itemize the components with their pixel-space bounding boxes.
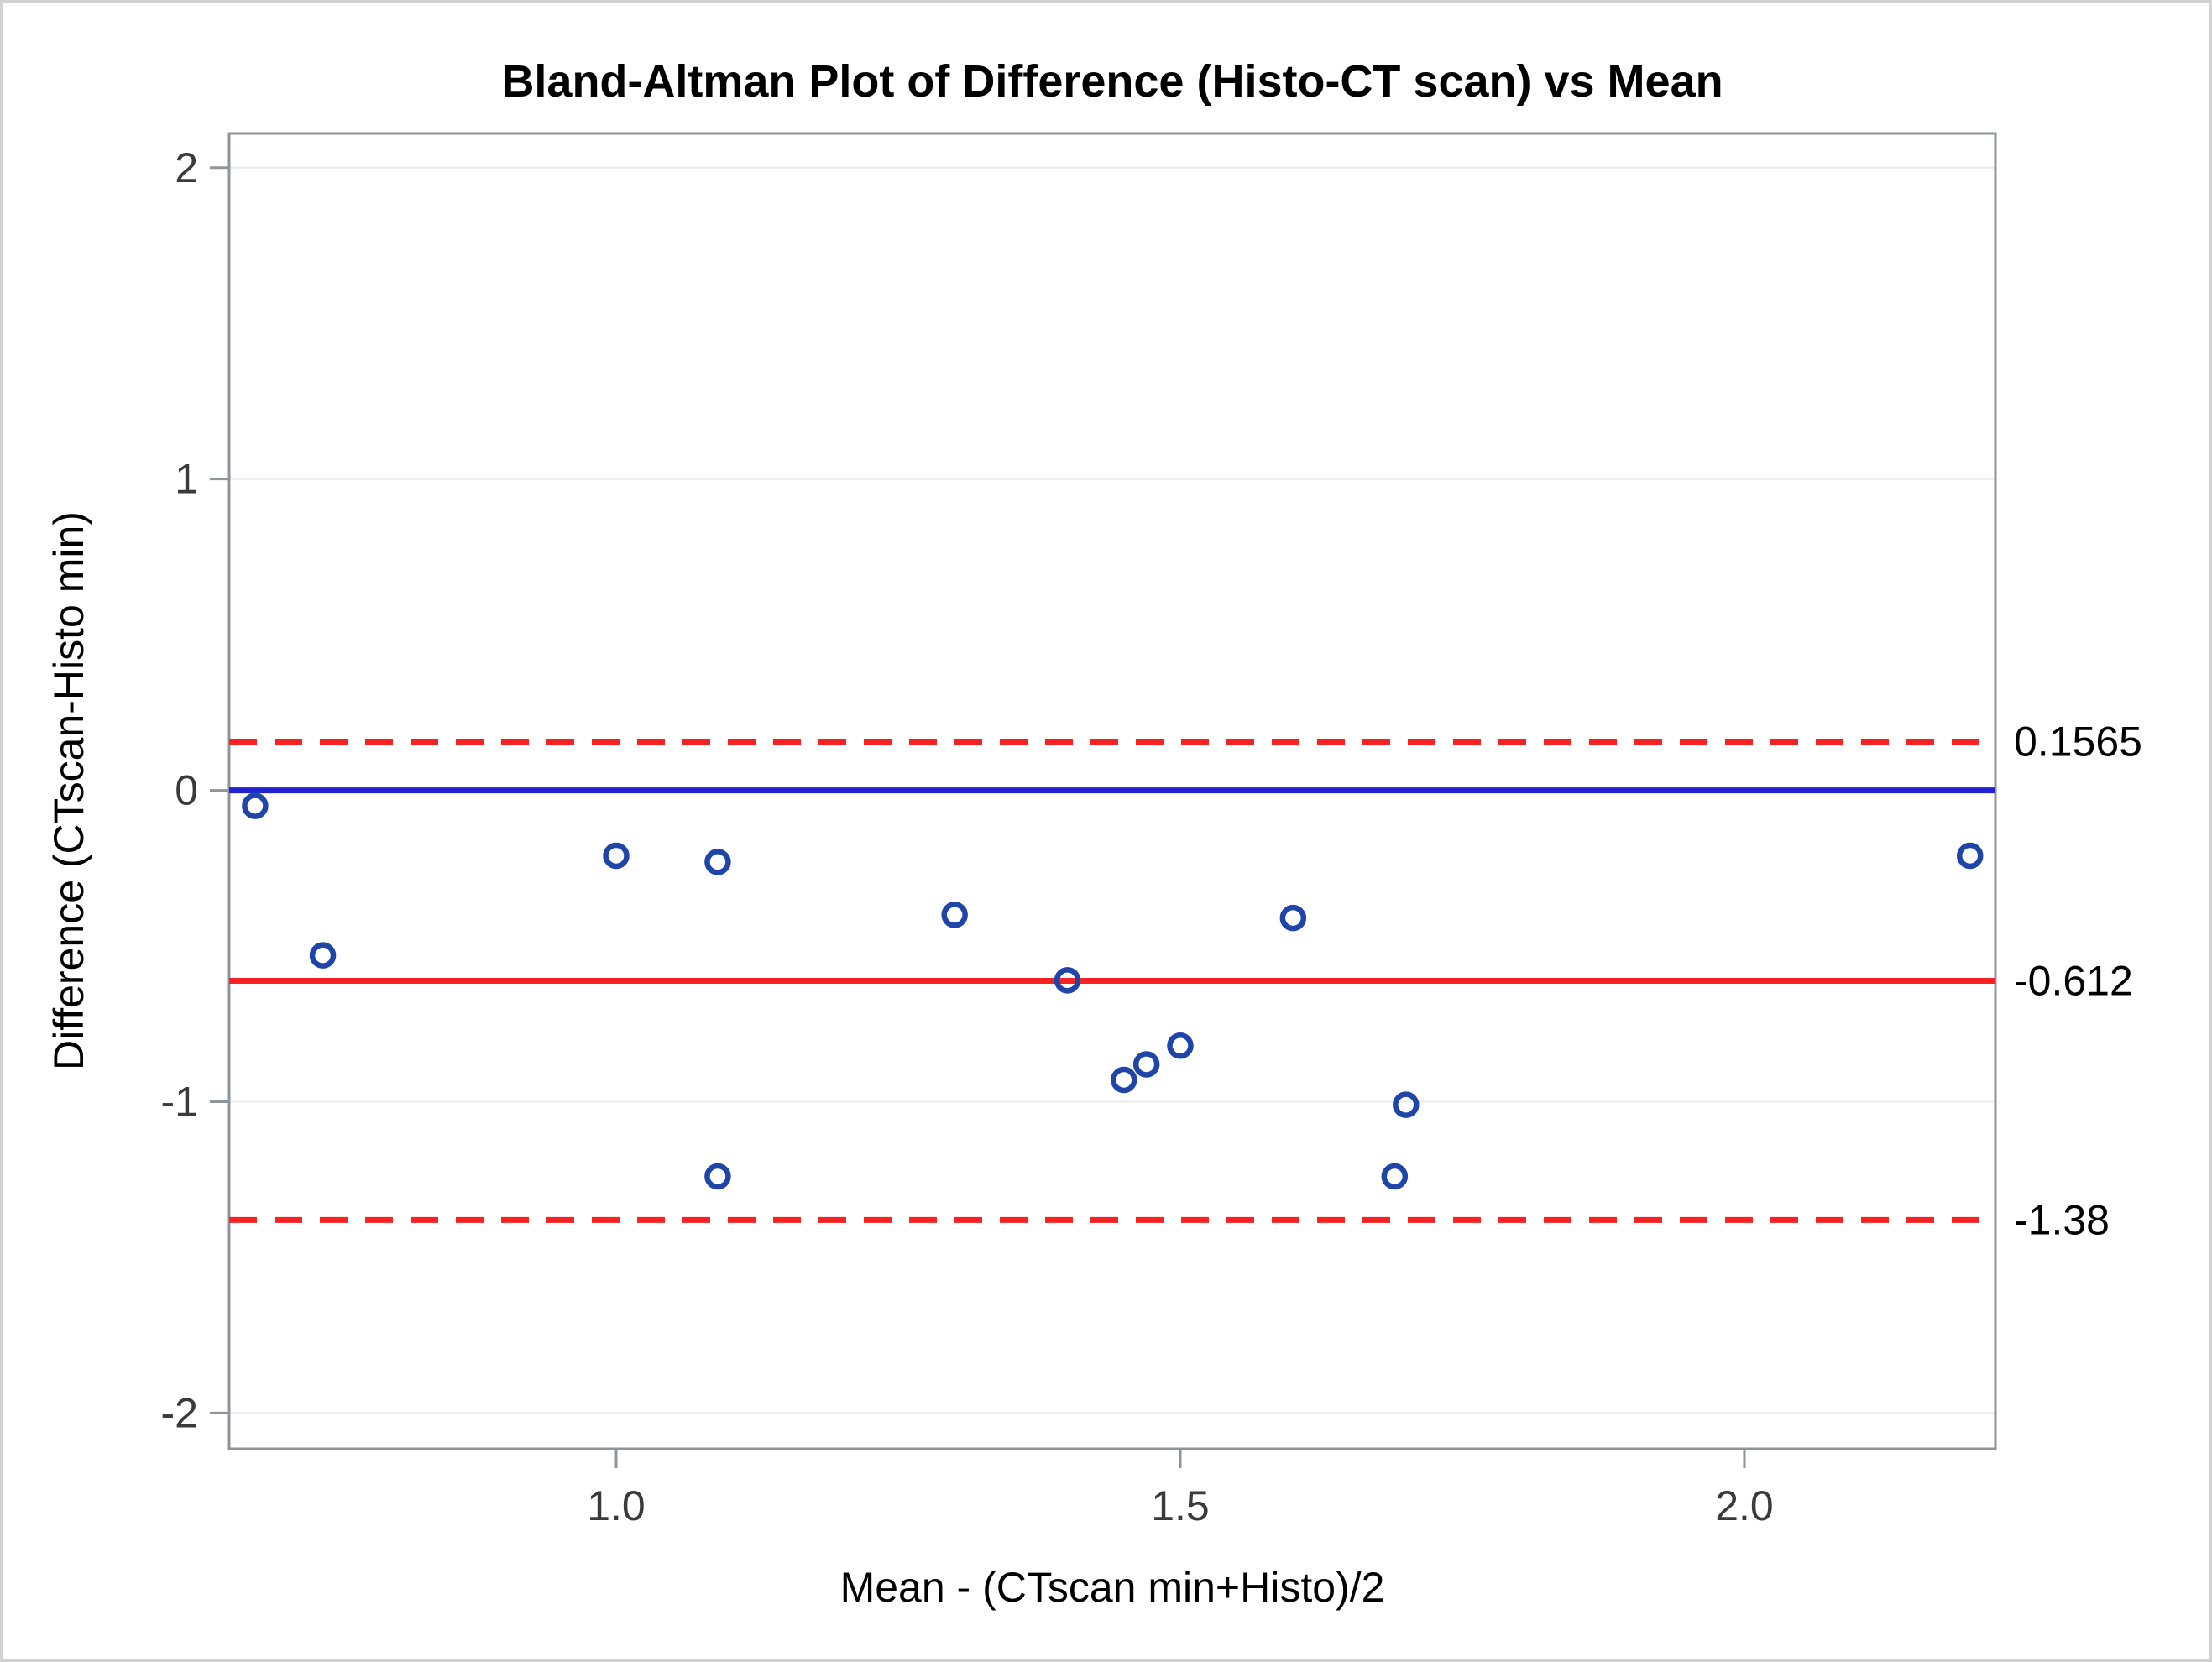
- x-tick-label: 1.5: [1151, 1482, 1210, 1529]
- data-point: [1381, 1163, 1409, 1190]
- data-point: [1132, 1051, 1160, 1078]
- mean-diff-line-label: -0.612: [2014, 958, 2133, 1005]
- data-point: [1279, 904, 1307, 932]
- chart-title: Bland-Altman Plot of Difference (Histo-C…: [501, 56, 1723, 107]
- y-tick-label: -2: [161, 1389, 198, 1436]
- lower-loa-line-label: -1.38: [2014, 1196, 2110, 1243]
- data-point: [704, 1163, 731, 1190]
- y-tick-label: -1: [161, 1078, 198, 1125]
- plot-canvas: -2 -1 0 1 2 1.0 1.5 2.0 0.1565 -0.612 -1.38: [161, 132, 2142, 1529]
- data-point: [1393, 1091, 1420, 1118]
- data-point: [603, 842, 630, 870]
- data-point: [941, 902, 968, 928]
- data-point: [704, 849, 731, 875]
- y-tick-label: 0: [175, 767, 198, 814]
- x-axis-title: Mean - (CTscan min+Histo)/2: [839, 1564, 1385, 1611]
- data-point: [1957, 842, 1984, 870]
- y-tick-label: 1: [175, 456, 198, 503]
- y-tick-label: 2: [175, 144, 198, 191]
- data-point: [309, 942, 337, 969]
- data-point: [1111, 1066, 1137, 1094]
- x-tick-label: 2.0: [1715, 1482, 1774, 1529]
- data-point: [242, 792, 269, 819]
- data-point: [1054, 967, 1081, 994]
- upper-loa-line-label: 0.1565: [2014, 719, 2142, 766]
- x-tick-label: 1.0: [587, 1482, 646, 1529]
- data-point: [1167, 1032, 1194, 1059]
